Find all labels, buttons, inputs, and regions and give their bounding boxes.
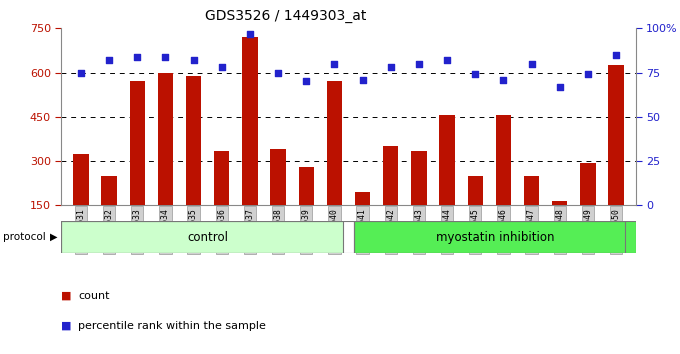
Point [441, 57, 452, 63]
Point [583, 72, 594, 77]
Bar [383, 146, 398, 250]
Point [103, 57, 114, 63]
Bar [73, 154, 88, 250]
Bar [468, 176, 483, 250]
Bar [271, 149, 286, 250]
Point [526, 61, 537, 67]
Bar [101, 176, 117, 250]
Text: ■: ■ [61, 291, 71, 301]
Point [554, 84, 565, 90]
Point [357, 77, 368, 82]
Bar [552, 201, 568, 250]
Point [301, 79, 311, 84]
Bar [61, 221, 343, 253]
Text: count: count [78, 291, 109, 301]
Bar [354, 221, 636, 253]
Text: ■: ■ [61, 321, 71, 331]
Point [188, 57, 199, 63]
Text: myostatin inhibition: myostatin inhibition [436, 231, 554, 244]
Bar [326, 81, 342, 250]
Point [75, 70, 86, 75]
Point [273, 70, 284, 75]
Point [498, 77, 509, 82]
Bar [496, 115, 511, 250]
Text: ▶: ▶ [50, 232, 57, 242]
Text: GDS3526 / 1449303_at: GDS3526 / 1449303_at [205, 9, 367, 23]
Point [611, 52, 622, 58]
Point [216, 64, 227, 70]
Point [470, 72, 481, 77]
Bar [129, 81, 145, 250]
Bar [186, 75, 201, 250]
Bar [580, 162, 596, 250]
Bar [299, 167, 314, 250]
Bar [524, 176, 539, 250]
Point [160, 54, 171, 59]
Text: percentile rank within the sample: percentile rank within the sample [78, 321, 266, 331]
Bar [214, 151, 229, 250]
Text: protocol: protocol [3, 232, 46, 242]
Point [329, 61, 340, 67]
Point [413, 61, 424, 67]
Point [132, 54, 143, 59]
Bar [439, 115, 455, 250]
Text: control: control [187, 231, 228, 244]
Bar [242, 37, 258, 250]
Bar [158, 73, 173, 250]
Point [245, 31, 256, 36]
Bar [355, 192, 371, 250]
Bar [411, 151, 426, 250]
Point [386, 64, 396, 70]
Bar [609, 65, 624, 250]
